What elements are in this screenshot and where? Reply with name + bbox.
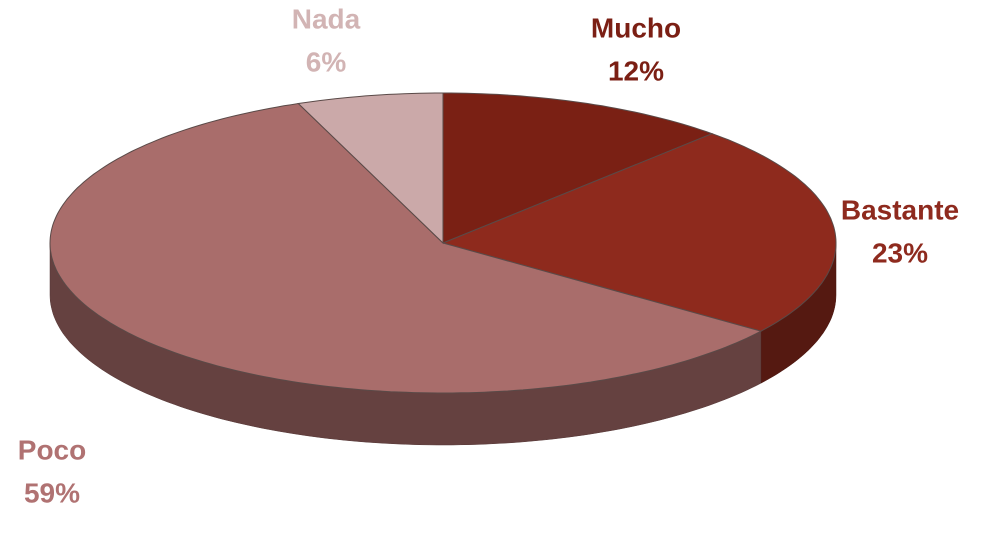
- slice-label: Mucho: [591, 12, 681, 43]
- slice: [297, 92, 444, 245]
- slice-label: Bastante: [841, 194, 959, 225]
- slice-value-label: 23%: [872, 237, 928, 268]
- slice-label: Nada: [292, 3, 361, 34]
- slice-value-label: 12%: [608, 55, 664, 86]
- slice-value-label: 59%: [24, 477, 80, 508]
- slice: [442, 92, 714, 244]
- slice: [441, 133, 837, 332]
- slice-value-label: 6%: [306, 46, 347, 77]
- slice-label: Poco: [18, 434, 86, 465]
- slice: [49, 102, 763, 394]
